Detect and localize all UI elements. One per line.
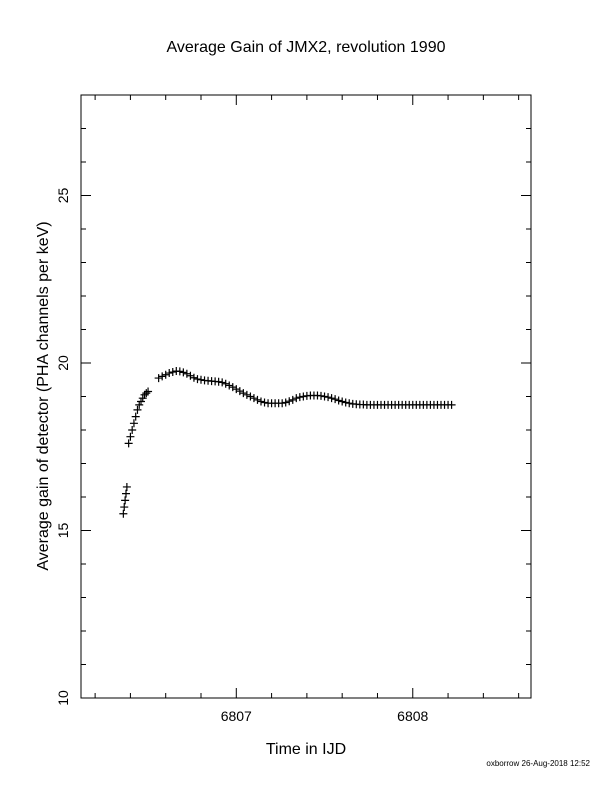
data-point [221,379,230,388]
data-point [197,375,205,384]
data-point [175,367,184,376]
x-axis-label: Time in IJD [266,741,346,758]
data-point [253,395,262,404]
data-point [154,374,163,383]
data-point [338,397,347,406]
y-axis-tick-labels: 10 15 20 25 [55,188,71,706]
data-point [138,394,147,403]
data-point [122,482,131,491]
data-point [249,394,258,403]
data-point [228,383,237,392]
data-point [235,387,244,396]
data-point [324,393,333,402]
x-tick-label: 6807 [221,708,252,724]
data-point [182,369,191,378]
data-point [119,509,128,518]
data-point [129,419,138,428]
data-point [165,369,174,378]
data-point [179,368,188,377]
data-point [137,397,145,406]
data-point [158,372,167,381]
data-point [257,397,265,406]
data-point [218,378,227,387]
data-point [126,432,135,441]
data-point [140,390,149,399]
data-point [193,375,202,384]
y-axis-label: Average gain of detector (PHA channels p… [35,221,52,570]
y-tick-label: 20 [55,355,71,371]
footer-credit: oxborrow 26-Aug-2018 12:52 [486,759,590,768]
data-point [246,392,255,401]
data-point [320,392,329,401]
data-point [131,412,140,421]
data-point [299,392,308,401]
data-point [225,381,234,390]
data-point [144,387,153,396]
data-point [281,398,290,407]
data-point [214,377,223,386]
data-point [121,496,130,505]
data-point [295,393,304,402]
chart-title: Average Gain of JMX2, revolution 1990 [167,39,446,56]
y-tick-label: 10 [55,690,71,706]
y-axis-ticks [81,94,531,699]
data-point [292,394,301,403]
data-point [327,394,336,403]
data-point [133,405,142,414]
data-point [288,395,297,404]
data-point [142,389,151,398]
data-point [168,368,177,377]
data-point [120,503,129,512]
data-point [334,396,343,405]
data-point [128,426,137,434]
data-point [317,391,325,400]
y-tick-label: 25 [55,188,71,204]
data-point [285,397,294,406]
data-point [189,373,198,382]
data-point [186,371,195,380]
data-point [232,385,241,394]
data-point [135,400,144,409]
data-point [124,439,133,448]
data-point [122,489,130,498]
data-point [242,390,251,399]
data-point [260,398,269,407]
data-series [119,367,456,518]
y-tick-label: 15 [55,523,71,539]
data-point [239,389,248,398]
data-point [278,399,287,408]
x-axis-tick-labels: 6807 6808 [221,708,429,724]
x-axis-ticks [94,95,520,698]
data-point [331,395,340,404]
x-tick-label: 6808 [397,708,428,724]
data-point [341,398,350,407]
data-point [161,370,170,379]
data-point [447,400,456,409]
data-point [345,399,354,408]
